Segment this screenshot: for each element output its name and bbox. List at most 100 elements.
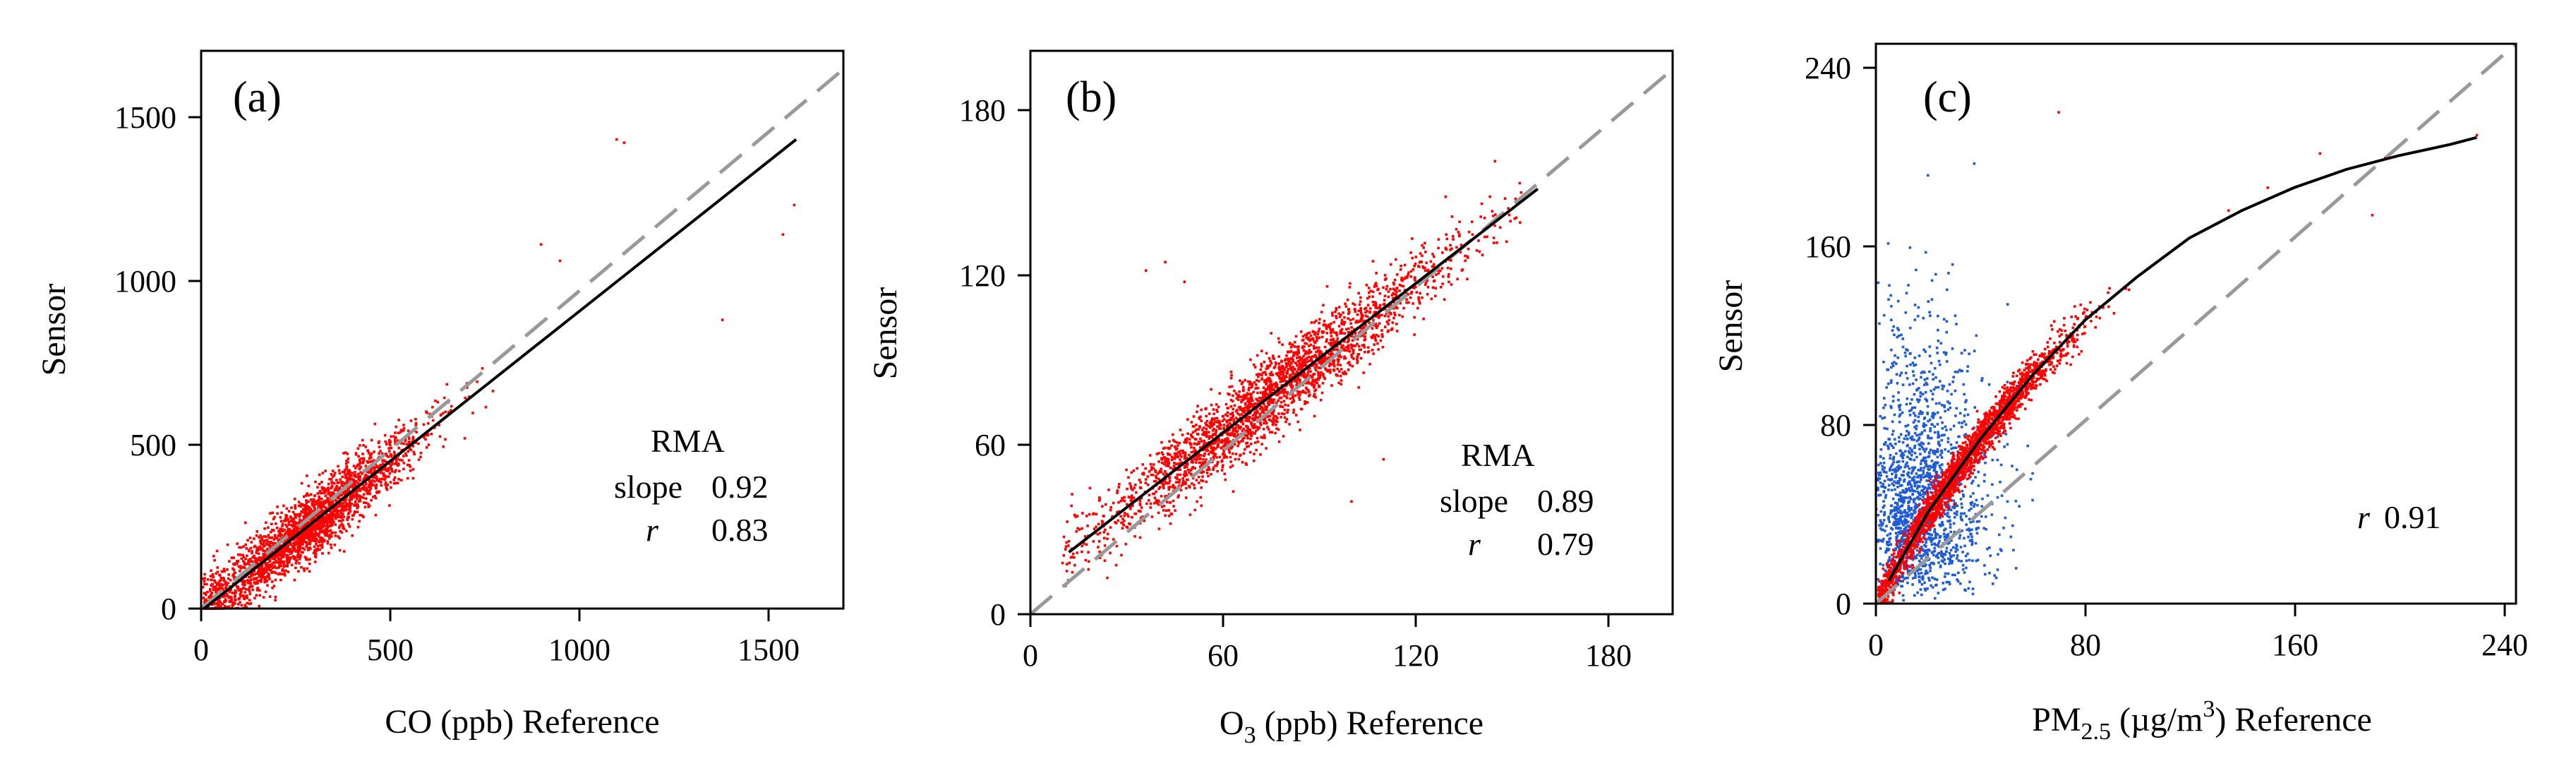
data-point: [1181, 477, 1184, 480]
data-point: [1174, 486, 1176, 490]
data-point: [294, 541, 297, 544]
data-point: [1123, 499, 1126, 503]
panel-b-ytick-label: 180: [959, 93, 1006, 128]
data-point: [221, 584, 224, 587]
data-point: [1129, 499, 1133, 502]
data-point: [368, 460, 372, 464]
data-point: [1208, 435, 1211, 438]
data-point: [1162, 483, 1165, 486]
data-point: [1109, 551, 1112, 554]
data-point: [368, 489, 371, 493]
data-point: [1193, 486, 1196, 490]
data-point: [1185, 438, 1188, 441]
data-point: [319, 518, 322, 522]
data-point: [395, 425, 398, 429]
data-point: [1364, 323, 1367, 327]
data-point: [1445, 248, 1448, 251]
data-point: [375, 465, 379, 467]
data-point: [216, 587, 219, 590]
data-point: [344, 498, 347, 502]
data-point: [284, 532, 288, 534]
data-point: [1272, 388, 1276, 391]
data-point: [1459, 244, 1463, 246]
data-point: [322, 500, 325, 503]
data-point: [243, 604, 247, 606]
data-point: [1411, 237, 1414, 240]
data-point: [1192, 450, 1195, 453]
data-point: [1257, 375, 1260, 378]
data-point: [206, 590, 209, 594]
data-point: [287, 510, 291, 513]
data-point: [1440, 285, 1443, 289]
data-point: [251, 551, 253, 555]
data-point: [1250, 382, 1253, 385]
data-point: [1305, 357, 1308, 360]
data-point: [1422, 246, 1425, 249]
data-point: [1414, 285, 1417, 288]
data-point: [1345, 328, 1348, 331]
data-point: [330, 503, 332, 507]
data-point: [1361, 334, 1364, 337]
data-point: [1330, 350, 1333, 354]
data-point: [1325, 340, 1328, 343]
data-point: [1305, 388, 1308, 391]
data-point: [271, 580, 274, 583]
data-point: [302, 517, 306, 520]
data-point: [1270, 386, 1273, 389]
data-point: [258, 594, 261, 597]
data-point: [227, 582, 229, 585]
data-point: [1318, 346, 1320, 349]
data-point: [1397, 297, 1401, 301]
data-point: [1300, 366, 1304, 369]
data-point: [329, 529, 332, 532]
data-point: [1280, 359, 1283, 362]
data-point: [1232, 414, 1234, 417]
data-point: [335, 513, 337, 516]
data-point: [1299, 373, 1301, 377]
data-point: [1252, 390, 1256, 393]
data-point: [1294, 394, 1297, 397]
data-point: [294, 556, 297, 558]
data-point: [355, 497, 359, 500]
data-point: [349, 486, 352, 489]
data-point: [1234, 392, 1238, 395]
data-point: [334, 498, 337, 502]
panel-a-ytick-label: 0: [161, 592, 176, 626]
data-point: [1217, 405, 1220, 409]
data-point: [1103, 559, 1107, 562]
panel-b-xtick-label: 0: [1023, 638, 1038, 673]
data-point: [1410, 290, 1413, 294]
data-point: [333, 481, 336, 485]
data-point: [1417, 296, 1420, 299]
data-point: [1347, 337, 1350, 340]
data-point: [1344, 346, 1348, 349]
data-point: [1414, 276, 1416, 279]
data-point: [1121, 498, 1124, 501]
data-point: [1947, 450, 1950, 453]
data-point: [308, 562, 311, 565]
data-point: [1376, 342, 1379, 345]
data-point: [1372, 318, 1375, 322]
data-point: [341, 480, 344, 484]
data-point: [1259, 391, 1263, 394]
data-point: [1910, 448, 1913, 452]
data-point: [1169, 522, 1172, 525]
data-point: [1383, 274, 1387, 277]
data-point: [1228, 393, 1231, 396]
data-point: [324, 501, 327, 505]
data-point: [297, 501, 301, 503]
data-point: [1121, 517, 1124, 520]
data-point: [1244, 395, 1248, 398]
data-point: [1215, 403, 1218, 406]
data-point: [1149, 462, 1152, 466]
data-point: [299, 556, 301, 558]
data-point: [1373, 283, 1377, 286]
data-point: [425, 446, 428, 449]
data-point: [1402, 306, 1405, 310]
data-point: [310, 526, 313, 529]
data-point: [1960, 352, 1963, 354]
data-point: [1162, 472, 1165, 476]
data-point: [1308, 345, 1311, 347]
data-point: [1374, 311, 1377, 313]
data-point: [417, 442, 420, 445]
